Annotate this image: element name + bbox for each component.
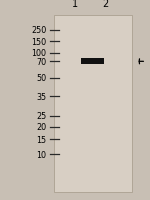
Text: 35: 35 — [36, 93, 46, 101]
Text: 2: 2 — [102, 0, 108, 9]
Text: 50: 50 — [36, 74, 46, 83]
Text: 250: 250 — [31, 26, 46, 35]
Text: 150: 150 — [31, 38, 46, 46]
Text: 70: 70 — [36, 58, 46, 66]
Text: 25: 25 — [36, 112, 46, 121]
Bar — [81, 59, 104, 65]
Bar — [54, 16, 132, 192]
Text: 1: 1 — [72, 0, 78, 9]
Text: 100: 100 — [32, 49, 46, 58]
Text: 10: 10 — [36, 150, 46, 159]
Text: 20: 20 — [36, 123, 46, 132]
Text: 15: 15 — [36, 135, 46, 144]
